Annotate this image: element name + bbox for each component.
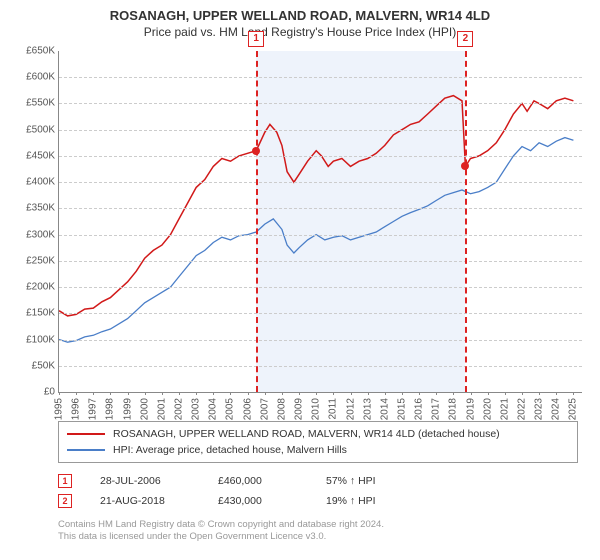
chart-subtitle: Price paid vs. HM Land Registry's House …	[12, 25, 588, 39]
sale-price-2: £430,000	[218, 495, 298, 507]
sale-row-1: 1 28-JUL-2006 £460,000 57%	[58, 471, 588, 491]
footer: Contains HM Land Registry data © Crown c…	[58, 519, 588, 544]
legend-swatch-2	[67, 449, 105, 451]
sales-table: 1 28-JUL-2006 £460,000 57% 2 21-AUG-2018…	[58, 471, 588, 511]
legend-swatch-1	[67, 433, 105, 435]
sale-date-1: 28-JUL-2006	[100, 475, 190, 487]
sale-price-1: £460,000	[218, 475, 298, 487]
line-layer	[59, 51, 582, 392]
sale-pct-1: 57%	[326, 475, 376, 487]
sale-marker-1: 1	[58, 474, 72, 488]
chart-container: £0£50K£100K£150K£200K£250K£300K£350K£400…	[12, 45, 588, 415]
sale-row-2: 2 21-AUG-2018 £430,000 19%	[58, 491, 588, 511]
footer-line-1: Contains HM Land Registry data © Crown c…	[58, 519, 588, 531]
chart-title: ROSANAGH, UPPER WELLAND ROAD, MALVERN, W…	[12, 8, 588, 23]
legend-item-2: HPI: Average price, detached house, Malv…	[67, 442, 569, 458]
sale-date-2: 21-AUG-2018	[100, 495, 190, 507]
sale-pct-2: 19%	[326, 495, 376, 507]
sale-marker-2: 2	[58, 494, 72, 508]
legend-label-1: ROSANAGH, UPPER WELLAND ROAD, MALVERN, W…	[113, 428, 500, 440]
plot-area: £0£50K£100K£150K£200K£250K£300K£350K£400…	[58, 51, 582, 393]
legend: ROSANAGH, UPPER WELLAND ROAD, MALVERN, W…	[58, 421, 578, 463]
legend-item-1: ROSANAGH, UPPER WELLAND ROAD, MALVERN, W…	[67, 426, 569, 442]
legend-label-2: HPI: Average price, detached house, Malv…	[113, 444, 347, 456]
footer-line-2: This data is licensed under the Open Gov…	[58, 531, 588, 543]
